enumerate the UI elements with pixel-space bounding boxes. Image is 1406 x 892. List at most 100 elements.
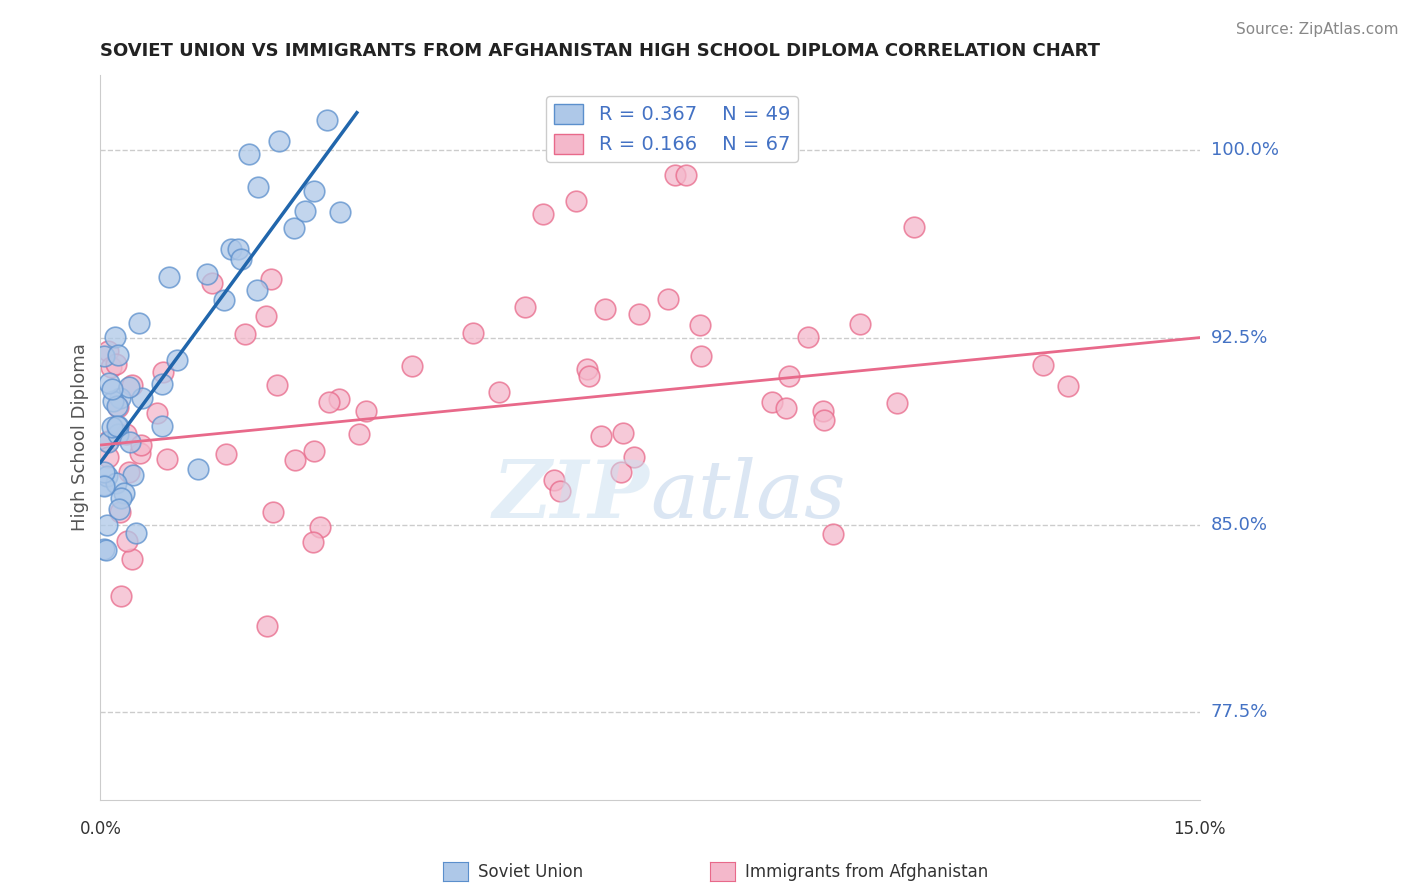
Text: 92.5%: 92.5% bbox=[1211, 328, 1268, 347]
Point bbox=[150, 376, 173, 391]
Point bbox=[107, 348, 129, 362]
Point bbox=[761, 394, 783, 409]
Point bbox=[903, 220, 925, 235]
Point bbox=[121, 377, 143, 392]
Point bbox=[302, 535, 325, 549]
Point bbox=[166, 353, 188, 368]
Point bbox=[823, 526, 845, 541]
Point bbox=[302, 443, 325, 458]
Point bbox=[212, 293, 235, 307]
Point bbox=[328, 392, 350, 406]
Point bbox=[266, 378, 288, 392]
Point bbox=[118, 380, 141, 394]
Point bbox=[97, 450, 120, 465]
Point bbox=[294, 203, 316, 218]
Point bbox=[96, 543, 118, 558]
Point bbox=[93, 465, 115, 479]
Point bbox=[813, 413, 835, 427]
Point bbox=[354, 404, 377, 418]
Point bbox=[578, 369, 600, 384]
Point bbox=[104, 476, 127, 491]
Point bbox=[93, 479, 115, 493]
Point bbox=[101, 394, 124, 409]
Point bbox=[105, 357, 128, 371]
Text: Immigrants from Afghanistan: Immigrants from Afghanistan bbox=[745, 863, 988, 881]
Point bbox=[110, 589, 132, 603]
Point bbox=[112, 485, 135, 500]
Point bbox=[463, 326, 485, 340]
Point bbox=[260, 272, 283, 286]
Point bbox=[1032, 358, 1054, 372]
Point bbox=[316, 112, 339, 127]
Point bbox=[108, 502, 131, 516]
Point bbox=[226, 243, 249, 257]
Point bbox=[121, 552, 143, 566]
Point bbox=[117, 534, 139, 549]
Point bbox=[675, 168, 697, 182]
Point bbox=[108, 506, 131, 520]
Point bbox=[145, 406, 167, 420]
Point bbox=[128, 446, 150, 460]
Point bbox=[110, 491, 132, 506]
Point bbox=[610, 465, 633, 479]
Text: Soviet Union: Soviet Union bbox=[478, 863, 583, 881]
Point bbox=[131, 391, 153, 405]
Point bbox=[105, 399, 128, 413]
Point bbox=[96, 469, 118, 483]
Point bbox=[97, 434, 120, 449]
Text: 100.0%: 100.0% bbox=[1211, 141, 1278, 159]
Point bbox=[104, 330, 127, 344]
Point bbox=[627, 307, 650, 321]
Text: 0.0%: 0.0% bbox=[79, 820, 121, 838]
Text: 15.0%: 15.0% bbox=[1174, 820, 1226, 838]
Point bbox=[284, 453, 307, 467]
Point bbox=[589, 429, 612, 443]
Point bbox=[657, 292, 679, 306]
Point bbox=[131, 438, 153, 452]
Point bbox=[256, 619, 278, 633]
Point bbox=[246, 179, 269, 194]
Point bbox=[101, 382, 124, 396]
Point bbox=[664, 168, 686, 182]
Point bbox=[96, 517, 118, 532]
Text: Source: ZipAtlas.com: Source: ZipAtlas.com bbox=[1236, 22, 1399, 37]
Point bbox=[612, 426, 634, 441]
Point bbox=[543, 473, 565, 487]
Point bbox=[1057, 379, 1080, 393]
Point bbox=[813, 404, 835, 418]
Point bbox=[246, 283, 269, 297]
Point bbox=[775, 401, 797, 415]
Point bbox=[347, 426, 370, 441]
Point bbox=[98, 376, 121, 391]
Point bbox=[886, 396, 908, 410]
Point bbox=[187, 462, 209, 476]
Point bbox=[689, 349, 711, 363]
Point bbox=[97, 343, 120, 358]
Point bbox=[283, 221, 305, 235]
Point bbox=[219, 243, 242, 257]
Point bbox=[122, 468, 145, 483]
Point bbox=[531, 207, 554, 221]
Point bbox=[623, 450, 645, 465]
Point bbox=[101, 419, 124, 434]
Point bbox=[565, 194, 588, 208]
Y-axis label: High School Diploma: High School Diploma bbox=[72, 343, 89, 532]
Point bbox=[150, 418, 173, 433]
Point bbox=[125, 526, 148, 541]
Point bbox=[107, 427, 129, 442]
Point bbox=[200, 277, 222, 291]
Point bbox=[107, 401, 129, 415]
Point bbox=[195, 267, 218, 281]
Point bbox=[233, 326, 256, 341]
Point bbox=[156, 452, 179, 467]
Point bbox=[256, 310, 278, 324]
Text: 77.5%: 77.5% bbox=[1211, 704, 1268, 722]
Point bbox=[304, 184, 326, 198]
Point bbox=[93, 542, 115, 557]
Point bbox=[152, 365, 174, 379]
Point bbox=[513, 301, 536, 315]
Point bbox=[849, 318, 872, 332]
Point bbox=[107, 419, 129, 434]
Point bbox=[231, 252, 253, 266]
Point bbox=[105, 418, 128, 433]
